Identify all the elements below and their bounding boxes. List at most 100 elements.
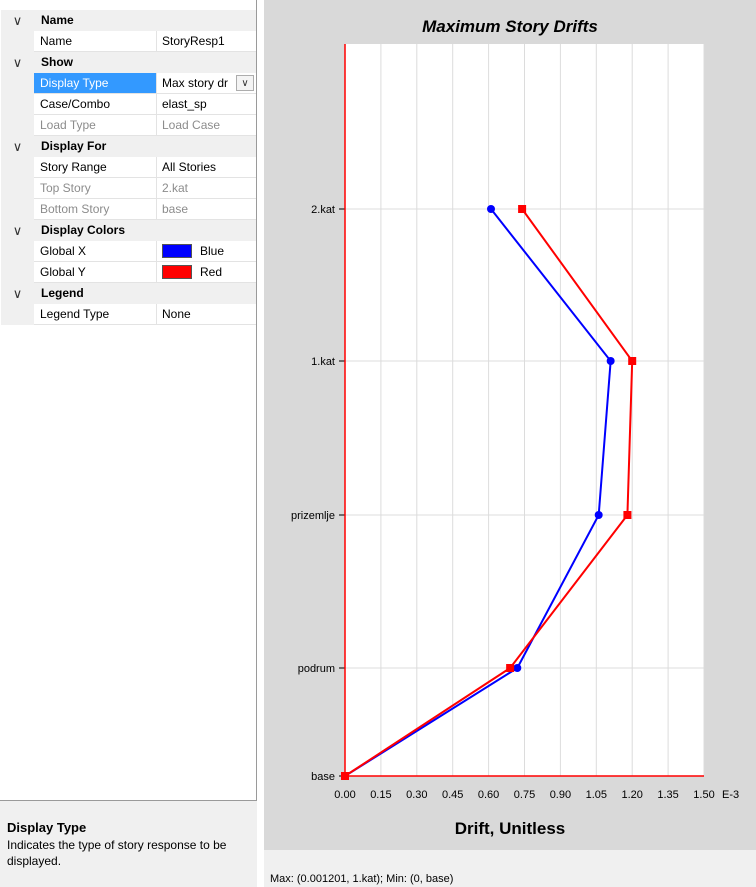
dropdown-arrow-icon[interactable]: ∨ — [236, 75, 254, 91]
grid-row[interactable]: Display Type Max story dr ∨ — [1, 73, 256, 94]
chart-panel: 0.00 0.15 0.30 0.45 0.60 0.75 0.90 1.05 1.20 1.35… — [264, 0, 756, 887]
grid-row[interactable]: Global Y Red — [1, 262, 256, 283]
x-tick-label: 0.30 — [406, 789, 427, 801]
grid-row[interactable]: Legend Type None — [1, 304, 256, 325]
property-label[interactable]: Case/Combo — [34, 94, 157, 115]
grid-row[interactable]: Name StoryResp1 — [1, 31, 256, 52]
series-point-square — [628, 357, 637, 365]
color-swatch[interactable] — [162, 244, 192, 258]
x-tick-label: 0.15 — [370, 789, 391, 801]
row-gutter — [1, 178, 34, 199]
series-point-circle — [486, 205, 495, 213]
collapse-chevron-icon[interactable]: ∨ — [1, 220, 34, 241]
property-value-text: All Stories — [162, 160, 217, 174]
row-gutter — [1, 94, 34, 115]
property-value-text: elast_sp — [162, 97, 207, 111]
property-value: base — [157, 199, 256, 220]
property-value[interactable]: elast_sp — [157, 94, 256, 115]
grid-section-header[interactable]: ∨ Name — [1, 10, 256, 31]
collapse-chevron-icon[interactable]: ∨ — [1, 136, 34, 157]
series-point-square — [506, 664, 515, 672]
section-title: Display Colors — [34, 220, 256, 241]
grid-row[interactable]: Load Type Load Case — [1, 115, 256, 136]
x-tick-label: 0.90 — [550, 789, 571, 801]
grid-row[interactable]: Top Story 2.kat — [1, 178, 256, 199]
property-value[interactable]: Max story dr ∨ — [157, 73, 256, 94]
grid-row[interactable]: Bottom Story base — [1, 199, 256, 220]
series-point-circle — [606, 357, 615, 365]
series-point-square — [623, 511, 632, 519]
chart-title: Maximum Story Drifts — [422, 17, 598, 36]
y-tick-label: prizemlje — [291, 510, 335, 522]
property-value-text: Load Case — [162, 118, 221, 132]
section-title: Name — [34, 10, 256, 31]
color-swatch[interactable] — [162, 265, 192, 279]
series-point-circle — [594, 511, 603, 519]
grid-section-header[interactable]: ∨ Show — [1, 52, 256, 73]
row-gutter — [1, 262, 34, 283]
row-gutter — [1, 241, 34, 262]
status-bar: Max: (0.001201, 1.kat); Min: (0, base) — [264, 850, 756, 887]
series-point-square — [518, 205, 527, 213]
row-gutter — [1, 199, 34, 220]
help-box: Display Type Indicates the type of story… — [0, 800, 257, 887]
section-title: Display For — [34, 136, 256, 157]
property-grid: ∨ Name Name StoryResp1 ∨ Show Display Type Max … — [1, 10, 256, 325]
x-axis-label: Drift, Unitless — [455, 819, 566, 838]
property-value[interactable]: Red — [157, 262, 256, 283]
property-value-text: StoryResp1 — [162, 34, 225, 48]
row-gutter — [1, 31, 34, 52]
property-value[interactable]: StoryResp1 — [157, 31, 256, 52]
property-label[interactable]: Story Range — [34, 157, 157, 178]
x-tick-label: 1.35 — [657, 789, 678, 801]
property-value: 2.kat — [157, 178, 256, 199]
help-title: Display Type — [7, 820, 87, 835]
property-label[interactable]: Legend Type — [34, 304, 157, 325]
property-value[interactable]: None — [157, 304, 256, 325]
x-tick-label: 1.50 — [693, 789, 714, 801]
row-gutter — [1, 157, 34, 178]
property-label[interactable]: Bottom Story — [34, 199, 157, 220]
property-value-text: Red — [200, 265, 223, 279]
row-gutter — [1, 73, 34, 94]
grid-row[interactable]: Case/Combo elast_sp — [1, 94, 256, 115]
grid-section-header[interactable]: ∨ Display For — [1, 136, 256, 157]
collapse-chevron-icon[interactable]: ∨ — [1, 10, 34, 31]
property-label[interactable]: Global X — [34, 241, 157, 262]
property-label[interactable]: Name — [34, 31, 157, 52]
property-value-text: 2.kat — [162, 181, 189, 195]
grid-row[interactable]: Global X Blue — [1, 241, 256, 262]
row-gutter — [1, 304, 34, 325]
section-title: Show — [34, 52, 256, 73]
property-label[interactable]: Top Story — [34, 178, 157, 199]
collapse-chevron-icon[interactable]: ∨ — [1, 52, 34, 73]
grid-row[interactable]: Story Range All Stories — [1, 157, 256, 178]
property-value[interactable]: All Stories — [157, 157, 256, 178]
x-multiplier-label: E-3 — [722, 789, 739, 801]
help-text: Indicates the type of story response to … — [7, 838, 227, 868]
x-tick-label: 1.20 — [621, 789, 642, 801]
property-value-text: Max story dr — [162, 76, 229, 90]
x-tick-label: 0.45 — [442, 789, 463, 801]
grid-section-header[interactable]: ∨ Legend — [1, 283, 256, 304]
x-tick-label: 1.05 — [586, 789, 607, 801]
property-value[interactable]: Blue — [157, 241, 256, 262]
x-tick-label: 0.60 — [478, 789, 499, 801]
section-title: Legend — [34, 283, 256, 304]
property-label[interactable]: Load Type — [34, 115, 157, 136]
collapse-chevron-icon[interactable]: ∨ — [1, 283, 34, 304]
drift-chart: 0.00 0.15 0.30 0.45 0.60 0.75 0.90 1.05 1.20 1.35… — [291, 17, 739, 838]
y-tick-label: 1.kat — [311, 356, 335, 368]
property-label[interactable]: Global Y — [34, 262, 157, 283]
property-label[interactable]: Display Type — [34, 73, 157, 94]
property-value-text: Blue — [200, 244, 225, 258]
grid-section-header[interactable]: ∨ Display Colors — [1, 220, 256, 241]
status-text: Max: (0.001201, 1.kat); Min: (0, base) — [270, 873, 454, 885]
property-value: Load Case — [157, 115, 256, 136]
x-tick-label: 0.75 — [514, 789, 535, 801]
property-value-text: base — [162, 202, 189, 216]
property-value-text: None — [162, 307, 191, 321]
property-panel: ∨ Name Name StoryResp1 ∨ Show Display Type Max … — [0, 0, 257, 887]
row-gutter — [1, 115, 34, 136]
y-tick-label: 2.kat — [311, 204, 335, 216]
